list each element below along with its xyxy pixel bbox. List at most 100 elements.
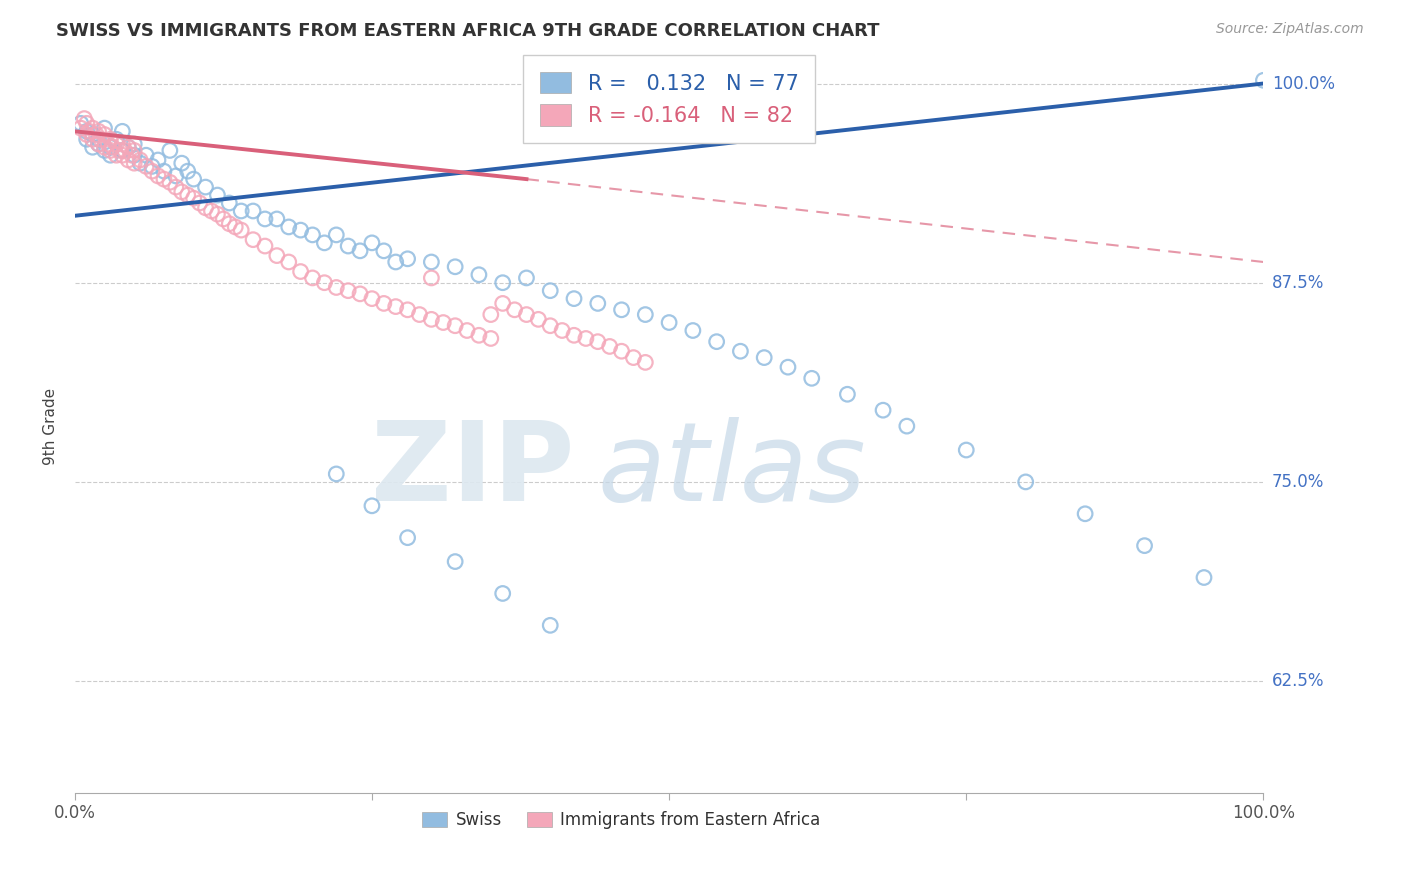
- Text: 87.5%: 87.5%: [1272, 274, 1324, 292]
- Point: [146, 153, 169, 167]
- Point: [349, 244, 371, 258]
- Point: [97, 137, 120, 152]
- Point: [1074, 507, 1097, 521]
- Point: [314, 235, 336, 250]
- Point: [73, 112, 96, 126]
- Point: [492, 296, 515, 310]
- Point: [551, 324, 574, 338]
- Point: [682, 324, 704, 338]
- Point: [93, 144, 115, 158]
- Point: [955, 443, 977, 458]
- Point: [586, 334, 609, 349]
- Point: [420, 271, 443, 285]
- Point: [76, 128, 98, 142]
- Point: [117, 140, 139, 154]
- Point: [87, 137, 110, 152]
- Point: [361, 292, 384, 306]
- Point: [384, 255, 406, 269]
- Point: [135, 148, 157, 162]
- Point: [492, 586, 515, 600]
- Point: [76, 124, 98, 138]
- Point: [117, 153, 139, 167]
- Point: [105, 132, 128, 146]
- Point: [105, 137, 128, 152]
- Point: [108, 144, 131, 158]
- Point: [562, 292, 585, 306]
- Point: [82, 128, 104, 142]
- Point: [93, 121, 115, 136]
- Point: [84, 128, 107, 142]
- Point: [730, 344, 752, 359]
- Text: 75.0%: 75.0%: [1272, 473, 1324, 491]
- Point: [231, 204, 253, 219]
- Point: [87, 137, 110, 152]
- Point: [146, 169, 169, 183]
- Point: [105, 148, 128, 162]
- Point: [373, 296, 395, 310]
- Point: [76, 132, 98, 146]
- Point: [896, 419, 918, 434]
- Point: [1133, 539, 1156, 553]
- Point: [538, 618, 561, 632]
- Point: [100, 148, 122, 162]
- Point: [444, 555, 467, 569]
- Point: [266, 211, 288, 226]
- Text: Source: ZipAtlas.com: Source: ZipAtlas.com: [1216, 22, 1364, 37]
- Point: [200, 204, 222, 219]
- Point: [479, 331, 502, 345]
- Point: [114, 144, 136, 158]
- Point: [100, 132, 122, 146]
- Point: [231, 223, 253, 237]
- Point: [396, 531, 419, 545]
- Point: [242, 233, 264, 247]
- Point: [153, 172, 176, 186]
- Point: [253, 211, 276, 226]
- Point: [177, 164, 200, 178]
- Point: [706, 334, 728, 349]
- Point: [82, 132, 104, 146]
- Point: [420, 312, 443, 326]
- Point: [111, 148, 134, 162]
- Point: [111, 144, 134, 158]
- Point: [253, 239, 276, 253]
- Point: [337, 284, 360, 298]
- Point: [122, 156, 145, 170]
- Point: [159, 144, 181, 158]
- Point: [349, 286, 371, 301]
- Point: [159, 175, 181, 189]
- Point: [111, 124, 134, 138]
- Point: [122, 137, 145, 152]
- Point: [800, 371, 823, 385]
- Text: 62.5%: 62.5%: [1272, 672, 1324, 690]
- Point: [183, 172, 205, 186]
- Point: [194, 180, 217, 194]
- Point: [420, 255, 443, 269]
- Point: [301, 227, 323, 242]
- Point: [77, 124, 100, 138]
- Point: [207, 188, 229, 202]
- Point: [1253, 73, 1275, 87]
- Point: [101, 140, 124, 154]
- Point: [141, 160, 163, 174]
- Point: [218, 217, 240, 231]
- Point: [325, 227, 347, 242]
- Point: [361, 499, 384, 513]
- Point: [212, 211, 235, 226]
- Text: 100.0%: 100.0%: [1272, 75, 1334, 93]
- Point: [69, 116, 91, 130]
- Point: [76, 116, 98, 130]
- Point: [658, 316, 681, 330]
- Point: [93, 128, 115, 142]
- Point: [129, 153, 152, 167]
- Point: [575, 331, 598, 345]
- Y-axis label: 9th Grade: 9th Grade: [44, 387, 58, 465]
- Point: [290, 264, 312, 278]
- Point: [87, 124, 110, 138]
- Legend: Swiss, Immigrants from Eastern Africa: Swiss, Immigrants from Eastern Africa: [416, 805, 827, 836]
- Point: [623, 351, 645, 365]
- Point: [93, 140, 115, 154]
- Point: [837, 387, 859, 401]
- Point: [277, 219, 299, 234]
- Point: [1192, 570, 1215, 584]
- Point: [153, 164, 176, 178]
